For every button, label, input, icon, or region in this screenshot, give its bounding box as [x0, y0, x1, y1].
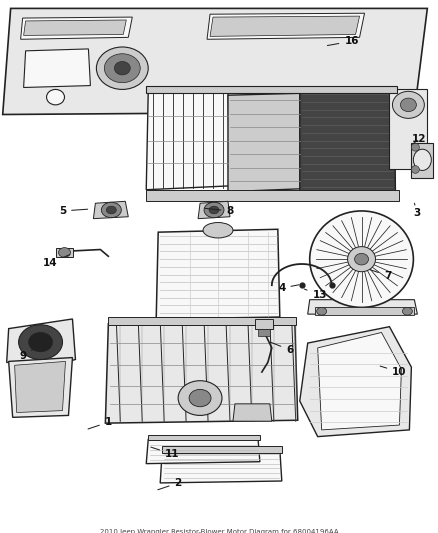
- Text: 6: 6: [270, 342, 293, 355]
- Ellipse shape: [59, 248, 71, 257]
- Bar: [146, 190, 399, 201]
- Ellipse shape: [114, 61, 130, 75]
- Text: 1: 1: [88, 417, 112, 429]
- Ellipse shape: [46, 90, 64, 105]
- Ellipse shape: [178, 381, 222, 415]
- Ellipse shape: [19, 325, 63, 359]
- Ellipse shape: [400, 98, 417, 111]
- Polygon shape: [228, 93, 302, 192]
- Ellipse shape: [392, 91, 424, 118]
- Ellipse shape: [317, 308, 327, 315]
- Polygon shape: [3, 9, 427, 115]
- Polygon shape: [146, 437, 260, 464]
- Polygon shape: [146, 90, 230, 190]
- Ellipse shape: [413, 149, 431, 171]
- Bar: [146, 86, 397, 93]
- Polygon shape: [7, 319, 75, 365]
- Polygon shape: [9, 358, 72, 417]
- Bar: [255, 319, 273, 329]
- Polygon shape: [318, 333, 401, 430]
- Polygon shape: [300, 90, 396, 196]
- Polygon shape: [14, 361, 66, 413]
- Polygon shape: [106, 319, 298, 423]
- Text: 13: 13: [304, 289, 327, 300]
- Ellipse shape: [403, 308, 413, 315]
- Text: 9: 9: [19, 348, 36, 361]
- Text: 3: 3: [414, 203, 421, 218]
- Text: 12: 12: [412, 134, 427, 143]
- Bar: [258, 329, 270, 336]
- Text: 16: 16: [327, 36, 359, 46]
- Bar: [108, 317, 296, 325]
- Text: 4: 4: [278, 283, 299, 293]
- Bar: [314, 308, 414, 315]
- Ellipse shape: [411, 166, 419, 173]
- Polygon shape: [198, 201, 230, 219]
- Text: 11: 11: [151, 447, 180, 459]
- Text: 8: 8: [205, 206, 233, 216]
- Ellipse shape: [348, 247, 375, 272]
- Polygon shape: [308, 300, 417, 314]
- Ellipse shape: [96, 47, 148, 90]
- Bar: [411, 143, 433, 178]
- Polygon shape: [156, 229, 280, 319]
- Polygon shape: [24, 49, 90, 87]
- Ellipse shape: [106, 206, 117, 214]
- Polygon shape: [93, 201, 128, 219]
- Text: 5: 5: [59, 206, 88, 216]
- Ellipse shape: [310, 211, 413, 308]
- Polygon shape: [21, 17, 132, 39]
- Text: 2010 Jeep Wrangler Resistor-Blower Motor Diagram for 68004196AA: 2010 Jeep Wrangler Resistor-Blower Motor…: [100, 529, 338, 533]
- Text: 14: 14: [43, 254, 70, 268]
- Ellipse shape: [411, 143, 419, 151]
- Polygon shape: [160, 449, 282, 483]
- Text: 2: 2: [158, 478, 182, 490]
- Text: 10: 10: [380, 366, 406, 377]
- Ellipse shape: [104, 54, 140, 83]
- Polygon shape: [207, 13, 364, 39]
- Ellipse shape: [355, 253, 368, 265]
- Polygon shape: [210, 16, 360, 36]
- Text: 7: 7: [370, 270, 391, 280]
- Bar: [56, 248, 74, 257]
- Ellipse shape: [189, 390, 211, 407]
- Polygon shape: [24, 20, 126, 35]
- Polygon shape: [233, 404, 272, 421]
- Polygon shape: [300, 327, 411, 437]
- Polygon shape: [389, 90, 427, 169]
- Bar: [162, 446, 282, 453]
- Ellipse shape: [101, 202, 121, 217]
- Ellipse shape: [28, 333, 53, 352]
- Ellipse shape: [204, 202, 224, 217]
- Ellipse shape: [209, 206, 219, 214]
- Ellipse shape: [203, 222, 233, 238]
- Bar: [148, 435, 260, 440]
